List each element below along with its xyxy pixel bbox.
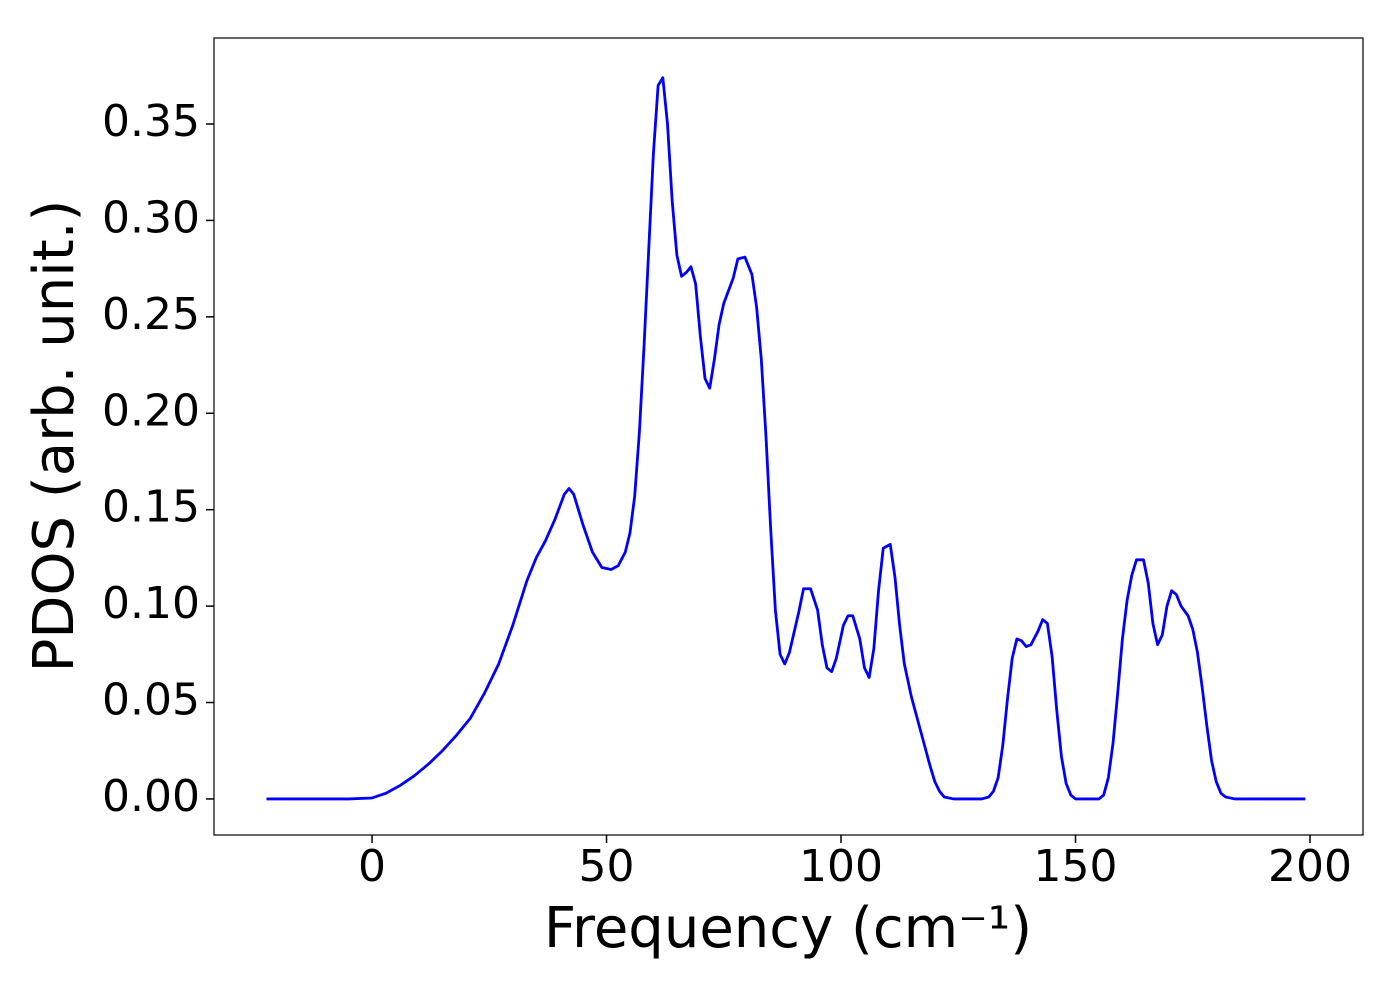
plot-frame xyxy=(213,37,1364,836)
y-tick-label: 0.30 xyxy=(102,192,200,243)
y-tick-label: 0.10 xyxy=(102,578,200,629)
y-tick-label: 0.25 xyxy=(102,289,200,340)
x-axis-label: Frequency (cm⁻¹) xyxy=(544,896,1032,961)
x-tick-label: 150 xyxy=(1034,841,1118,892)
y-tick-label: 0.35 xyxy=(102,96,200,147)
x-tick-label: 200 xyxy=(1268,841,1352,892)
x-tick-label: 100 xyxy=(799,841,883,892)
y-axis-label: PDOS (arb. unit.) xyxy=(22,200,87,673)
x-tick-label: 0 xyxy=(358,841,386,892)
y-tick-label: 0.20 xyxy=(102,385,200,436)
data-line xyxy=(266,76,1306,801)
y-tick-label: 0.05 xyxy=(102,675,200,726)
x-tick-label: 50 xyxy=(579,841,635,892)
y-tick-label: 0.15 xyxy=(102,482,200,533)
y-tick-label: 0.00 xyxy=(102,771,200,822)
